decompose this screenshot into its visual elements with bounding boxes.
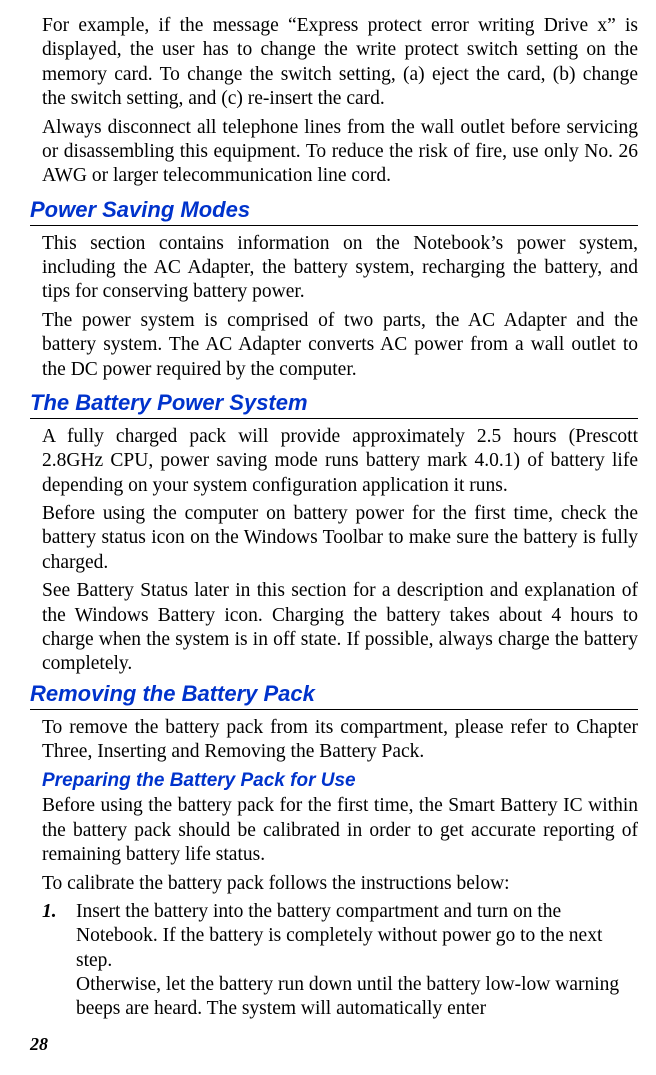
ordered-list: 1. Insert the battery into the battery c…: [30, 900, 638, 1022]
rule: [30, 225, 638, 226]
heading-battery-power-system: The Battery Power System: [30, 390, 638, 416]
sec2-para-1: A fully charged pack will provide approx…: [30, 425, 638, 498]
sec4-para-1: Before using the battery pack for the fi…: [30, 794, 638, 867]
page-number: 28: [30, 1034, 48, 1055]
rule: [30, 709, 638, 710]
intro-para-2: Always disconnect all telephone lines fr…: [30, 116, 638, 189]
sec3-para-1: To remove the battery pack from its comp…: [30, 716, 638, 765]
list-text: Insert the battery into the battery comp…: [76, 900, 638, 1022]
sec1-para-2: The power system is comprised of two par…: [30, 309, 638, 382]
subheading-preparing-battery-pack: Preparing the Battery Pack for Use: [30, 770, 638, 792]
list-text-line-2: Otherwise, let the battery run down unti…: [76, 973, 638, 1022]
sec2-para-3: See Battery Status later in this section…: [30, 579, 638, 677]
sec1-para-1: This section contains information on the…: [30, 232, 638, 305]
sec4-para-2: To calibrate the battery pack follows th…: [30, 872, 638, 896]
intro-para-1: For example, if the message “Express pro…: [30, 14, 638, 112]
list-marker: 1.: [42, 900, 76, 1022]
heading-power-saving-modes: Power Saving Modes: [30, 197, 638, 223]
list-text-line-1: Insert the battery into the battery comp…: [76, 900, 638, 973]
page: For example, if the message “Express pro…: [0, 0, 656, 1075]
rule: [30, 418, 638, 419]
heading-removing-battery-pack: Removing the Battery Pack: [30, 681, 638, 707]
list-item: 1. Insert the battery into the battery c…: [42, 900, 638, 1022]
sec2-para-2: Before using the computer on battery pow…: [30, 502, 638, 575]
